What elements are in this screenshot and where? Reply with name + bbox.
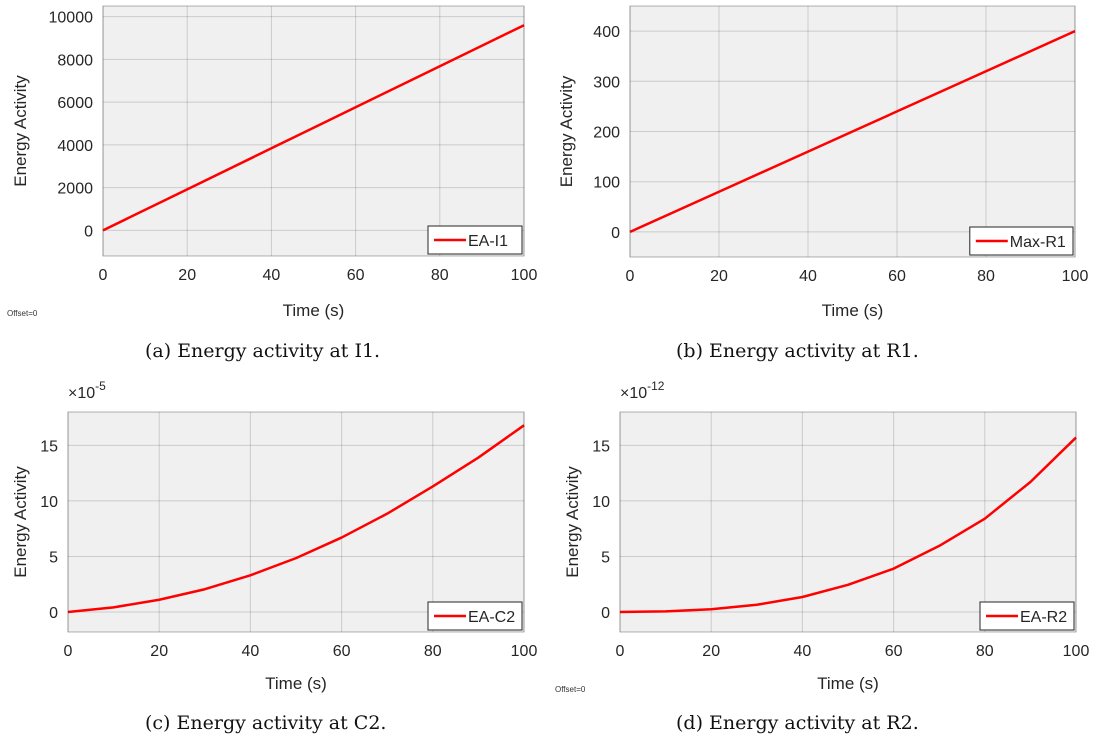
x-tick-label: 0 bbox=[99, 267, 108, 284]
y-tick-label: 0 bbox=[84, 223, 93, 240]
y-tick-label: 8000 bbox=[57, 52, 93, 69]
axes-box bbox=[629, 5, 1076, 258]
axes-box bbox=[102, 5, 525, 257]
plot-area bbox=[68, 412, 524, 632]
y-tick-label: 10000 bbox=[49, 10, 94, 27]
legend-label: Max-R1 bbox=[1010, 234, 1066, 251]
y-tick-label: 300 bbox=[593, 74, 620, 91]
offset-label-a: Offset=0 bbox=[7, 309, 38, 318]
y-tick-label: 6000 bbox=[57, 95, 93, 112]
chart-c: 0 20 40 60 80 100 0 5 10 15 ×10-5 Time (s) Energy Ac… bbox=[11, 379, 538, 693]
x-tick-label: 60 bbox=[888, 268, 906, 285]
axes-box bbox=[619, 411, 1077, 633]
plot-area bbox=[620, 412, 1076, 632]
x-tick-label: 100 bbox=[1062, 268, 1089, 285]
y-tick-label: 400 bbox=[593, 24, 620, 41]
y-axis-label: Energy Activity bbox=[11, 75, 30, 187]
y-exponent-label: ×10-5 bbox=[68, 379, 106, 402]
x-axis-label: Time (s) bbox=[822, 301, 884, 320]
x-tick-label: 40 bbox=[794, 643, 812, 660]
y-tick-label: 10 bbox=[592, 494, 610, 511]
series-line bbox=[67, 424, 525, 614]
x-tick-label: 60 bbox=[885, 643, 903, 660]
y-tick-label: 10 bbox=[40, 494, 58, 511]
y-tick-label: 15 bbox=[592, 438, 610, 455]
series-line bbox=[102, 24, 525, 232]
y-tick-label: 4000 bbox=[57, 138, 93, 155]
x-tick-label: 80 bbox=[977, 268, 995, 285]
legend-label: EA-C2 bbox=[468, 609, 515, 626]
x-tick-label: 0 bbox=[64, 643, 73, 660]
y-tick-label: 200 bbox=[593, 125, 620, 142]
offset-label-d: Offset=0 bbox=[555, 685, 586, 694]
x-tick-label: 20 bbox=[178, 267, 196, 284]
series-line bbox=[629, 29, 1076, 234]
legend: EA-I1 bbox=[427, 225, 523, 255]
y-axis-label: Energy Activity bbox=[11, 466, 30, 578]
y-tick-label: 5 bbox=[601, 549, 610, 566]
legend: Max-R1 bbox=[969, 226, 1074, 256]
x-tick-label: 80 bbox=[424, 643, 442, 660]
legend-label: EA-I1 bbox=[468, 233, 508, 250]
x-axis-label: Time (s) bbox=[817, 674, 879, 693]
legend: EA-C2 bbox=[427, 601, 523, 631]
chart-panel-d: 0 20 40 60 80 100 0 5 10 15 ×10-12 Time (s) Energy A… bbox=[552, 370, 1097, 700]
legend-label: EA-R2 bbox=[1020, 609, 1067, 626]
axes-box bbox=[67, 411, 525, 633]
x-tick-label: 80 bbox=[431, 267, 449, 284]
plot-area bbox=[103, 6, 524, 256]
caption-d: (d) Energy activity at R2. bbox=[676, 712, 919, 734]
chart-panel-a: 0 20 40 60 80 100 0 2000 4000 6000 8000 10000 Time (… bbox=[0, 0, 545, 330]
x-tick-label: 60 bbox=[333, 643, 351, 660]
x-tick-label: 100 bbox=[1063, 643, 1090, 660]
y-tick-label: 5 bbox=[49, 549, 58, 566]
y-tick-label: 0 bbox=[611, 225, 620, 242]
y-exponent-label: ×10-12 bbox=[620, 379, 665, 402]
chart-panel-c: 0 20 40 60 80 100 0 5 10 15 ×10-5 Time (s) Energy Ac… bbox=[0, 370, 545, 700]
x-tick-label: 40 bbox=[242, 643, 260, 660]
x-tick-label: 0 bbox=[616, 643, 625, 660]
chart-panel-b: 0 20 40 60 80 100 0 100 200 300 400 Time (s) Energy … bbox=[552, 0, 1097, 330]
x-tick-label: 100 bbox=[511, 267, 538, 284]
x-tick-label: 60 bbox=[347, 267, 365, 284]
x-tick-label: 20 bbox=[710, 268, 728, 285]
y-axis-label: Energy Activity bbox=[557, 75, 576, 187]
x-axis-label: Time (s) bbox=[283, 301, 345, 320]
x-tick-label: 20 bbox=[150, 643, 168, 660]
y-tick-label: 2000 bbox=[57, 181, 93, 198]
legend: EA-R2 bbox=[979, 601, 1075, 631]
chart-a: 0 20 40 60 80 100 0 2000 4000 6000 8000 10000 Time (… bbox=[11, 5, 538, 320]
chart-d: 0 20 40 60 80 100 0 5 10 15 ×10-12 Time (s) Energy A… bbox=[563, 379, 1090, 693]
y-axis-label: Energy Activity bbox=[563, 466, 582, 578]
x-tick-label: 80 bbox=[976, 643, 994, 660]
chart-b: 0 20 40 60 80 100 0 100 200 300 400 Time (s) Energy … bbox=[557, 5, 1089, 320]
caption-c: (c) Energy activity at C2. bbox=[145, 712, 387, 734]
caption-a: (a) Energy activity at I1. bbox=[145, 340, 381, 362]
x-tick-label: 40 bbox=[799, 268, 817, 285]
x-tick-label: 40 bbox=[263, 267, 281, 284]
x-axis-label: Time (s) bbox=[265, 674, 327, 693]
y-tick-label: 0 bbox=[49, 605, 58, 622]
x-tick-label: 20 bbox=[702, 643, 720, 660]
y-tick-label: 100 bbox=[593, 175, 620, 192]
caption-b: (b) Energy activity at R1. bbox=[676, 340, 919, 362]
x-tick-label: 100 bbox=[511, 643, 538, 660]
y-tick-label: 15 bbox=[40, 438, 58, 455]
series-line bbox=[619, 436, 1077, 614]
x-tick-label: 0 bbox=[626, 268, 635, 285]
y-tick-label: 0 bbox=[601, 605, 610, 622]
